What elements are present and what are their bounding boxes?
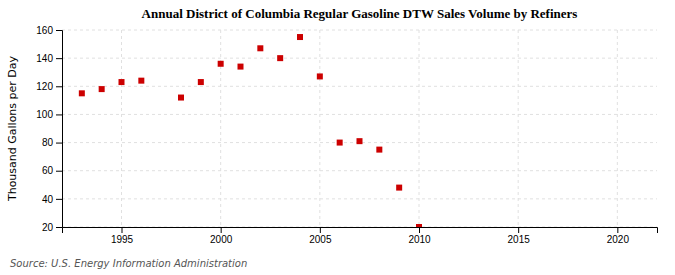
tick: 100 bbox=[36, 109, 62, 120]
axis-line bbox=[63, 228, 658, 234]
annotation: Source: U.S. Energy Information Administ… bbox=[10, 258, 247, 269]
tick: 40 bbox=[42, 194, 62, 205]
point bbox=[119, 79, 125, 85]
axis-line bbox=[56, 31, 63, 228]
point bbox=[376, 147, 382, 153]
point bbox=[99, 86, 105, 92]
tick-mark bbox=[56, 227, 62, 228]
tick-label: 2015 bbox=[508, 234, 531, 245]
point bbox=[178, 95, 184, 101]
tick-mark bbox=[56, 143, 62, 144]
grid-line bbox=[62, 58, 657, 59]
tick-mark bbox=[56, 30, 62, 31]
chart: 1995200020052010201520202040608010012014… bbox=[0, 0, 675, 275]
grid-line bbox=[121, 30, 122, 227]
tick: 120 bbox=[36, 81, 62, 92]
grid-line bbox=[518, 30, 519, 227]
tick-label: 80 bbox=[42, 137, 54, 148]
grid-line bbox=[220, 30, 221, 227]
tick-mark bbox=[419, 227, 420, 233]
tick: 2015 bbox=[508, 227, 531, 245]
tick-label: 160 bbox=[36, 25, 53, 36]
tick-mark bbox=[320, 227, 321, 233]
tick: 80 bbox=[42, 137, 62, 148]
y-axis: 20 40 60 80 100 120 140 160 bbox=[36, 25, 62, 233]
tick-label: 2000 bbox=[210, 234, 233, 245]
point bbox=[257, 45, 263, 51]
grid-line bbox=[319, 30, 320, 227]
tick-label: 2005 bbox=[309, 234, 332, 245]
points bbox=[79, 34, 422, 227]
tick-label: 140 bbox=[36, 53, 53, 64]
tick-label: 1995 bbox=[111, 234, 134, 245]
grid-line bbox=[62, 86, 657, 87]
grid-line bbox=[62, 198, 657, 199]
point bbox=[238, 64, 244, 70]
tick-mark bbox=[56, 86, 62, 87]
tick: 2010 bbox=[408, 227, 431, 245]
tick-mark bbox=[518, 227, 519, 233]
point bbox=[198, 79, 204, 85]
tick-mark bbox=[221, 227, 222, 233]
x-axis: 1995 2000 2005 2010 2015 2020 bbox=[63, 227, 658, 245]
point bbox=[317, 73, 323, 79]
tick: 2020 bbox=[607, 227, 630, 245]
grid-line bbox=[62, 114, 657, 115]
tick-mark bbox=[56, 58, 62, 59]
y-axis-title: Thousand Gallons per Day bbox=[6, 55, 19, 202]
tick: 160 bbox=[36, 25, 62, 36]
tick-label: 60 bbox=[42, 165, 54, 176]
tick-mark bbox=[617, 227, 618, 233]
point bbox=[277, 55, 283, 61]
tick-label: 20 bbox=[42, 222, 54, 233]
grid-line bbox=[62, 30, 657, 31]
grid-line bbox=[62, 170, 657, 171]
tick-label: 100 bbox=[36, 109, 53, 120]
tick: 140 bbox=[36, 53, 62, 64]
tick: 2005 bbox=[309, 227, 332, 245]
point bbox=[138, 78, 144, 84]
tick-mark bbox=[56, 171, 62, 172]
tick: 2000 bbox=[210, 227, 233, 245]
title: Annual District of Columbia Regular Gaso… bbox=[142, 6, 578, 21]
tick-label: 120 bbox=[36, 81, 53, 92]
point bbox=[297, 34, 303, 40]
grid bbox=[62, 30, 657, 227]
tick: 1995 bbox=[111, 227, 134, 245]
point bbox=[218, 61, 224, 67]
plot: 1995200020052010201520202040608010012014… bbox=[36, 25, 657, 245]
tick-mark bbox=[122, 227, 123, 233]
grid-line bbox=[419, 30, 420, 227]
point bbox=[416, 224, 422, 227]
tick-label: 2010 bbox=[408, 234, 431, 245]
tick-mark bbox=[56, 114, 62, 115]
point bbox=[396, 185, 402, 191]
point bbox=[79, 90, 85, 96]
tick: 20 bbox=[42, 222, 62, 233]
tick-label: 2020 bbox=[607, 234, 630, 245]
tick: 60 bbox=[42, 165, 62, 176]
tick-mark bbox=[56, 199, 62, 200]
point bbox=[357, 138, 363, 144]
tick-label: 40 bbox=[42, 194, 54, 205]
point bbox=[337, 140, 343, 146]
grid-line bbox=[617, 30, 618, 227]
